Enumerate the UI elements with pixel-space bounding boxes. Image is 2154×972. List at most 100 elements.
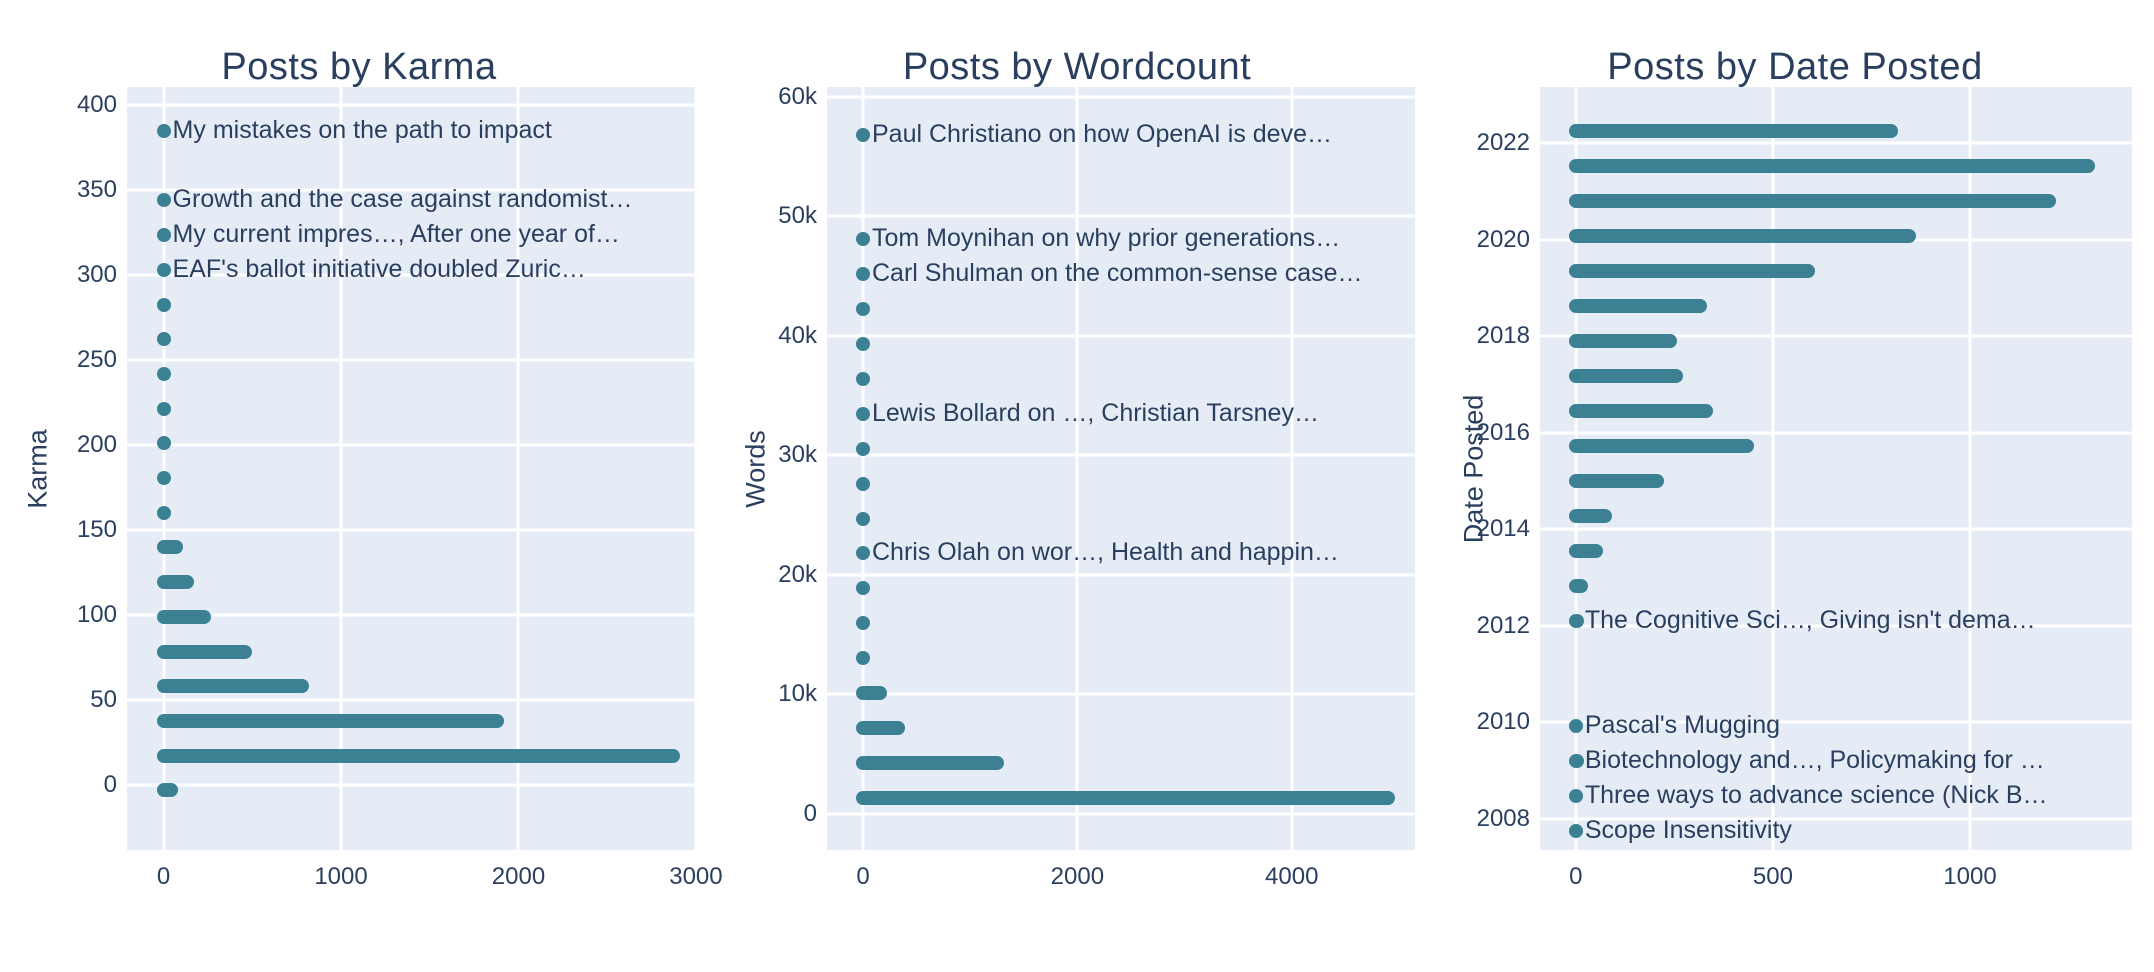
- bar[interactable]: [856, 755, 1004, 770]
- bar[interactable]: [856, 406, 871, 421]
- y-gridline: [1540, 431, 2132, 435]
- bar[interactable]: [156, 366, 171, 381]
- bar[interactable]: [1568, 403, 1713, 418]
- y-gridline: [127, 698, 697, 702]
- bar[interactable]: [156, 575, 194, 590]
- y-tick-label: 200: [76, 431, 117, 459]
- bar[interactable]: [156, 540, 183, 555]
- bar[interactable]: [1568, 193, 2056, 208]
- bar[interactable]: [856, 720, 906, 735]
- bar[interactable]: [856, 651, 871, 666]
- bar[interactable]: [156, 713, 505, 728]
- bar[interactable]: [156, 783, 178, 798]
- x-tick-label: 0: [856, 863, 870, 890]
- bar[interactable]: [1568, 439, 1755, 454]
- bar[interactable]: [1568, 369, 1684, 384]
- bar[interactable]: [856, 267, 871, 282]
- x-gridline: [162, 87, 166, 850]
- bar[interactable]: [1568, 579, 1588, 593]
- bar[interactable]: [156, 679, 309, 694]
- bar[interactable]: [1568, 613, 1584, 628]
- bar[interactable]: [156, 228, 171, 243]
- y-tick-label: 100: [76, 601, 117, 629]
- y-tick-label: 2012: [1476, 611, 1530, 639]
- x-gridline: [339, 87, 343, 850]
- chart-posts-by-wordcount: Posts by Wordcount Words Paul Christiano…: [718, 0, 1436, 972]
- y-tick-label: 2016: [1476, 418, 1530, 446]
- bar[interactable]: [1568, 788, 1584, 803]
- y-tick-label: 20k: [778, 560, 817, 588]
- y-gridline: [127, 443, 697, 447]
- bar[interactable]: [1568, 753, 1584, 768]
- point-label: Growth and the case against randomist…: [172, 185, 633, 214]
- bar[interactable]: [1568, 159, 2096, 174]
- y-gridline: [827, 214, 1415, 218]
- x-tick-label: 2000: [491, 863, 546, 890]
- point-label: Carl Shulman on the common-sense case…: [872, 259, 1363, 288]
- y-tick-label: 300: [76, 261, 117, 289]
- bar[interactable]: [156, 609, 212, 624]
- bar[interactable]: [1568, 123, 1899, 138]
- bar[interactable]: [856, 441, 871, 456]
- y-gridline: [127, 613, 697, 617]
- x-tick-label: 2000: [1050, 863, 1105, 890]
- bar[interactable]: [156, 193, 171, 208]
- bar[interactable]: [1568, 543, 1603, 558]
- point-label: My mistakes on the path to impact: [172, 115, 552, 144]
- y-tick-label: 2020: [1476, 225, 1530, 253]
- bar[interactable]: [1568, 823, 1584, 838]
- point-label: My current impres…, After one year of…: [172, 219, 620, 248]
- bar[interactable]: [156, 748, 680, 763]
- bar[interactable]: [856, 685, 888, 700]
- y-gridline: [127, 528, 697, 532]
- bar[interactable]: [1568, 229, 1916, 244]
- bar[interactable]: [156, 471, 171, 486]
- y-gridline: [127, 358, 697, 362]
- plot-area[interactable]: Paul Christiano on how OpenAI is deve… To…: [827, 87, 1415, 850]
- bar[interactable]: [1568, 473, 1664, 488]
- bar[interactable]: [1568, 299, 1707, 314]
- bar[interactable]: [856, 511, 871, 526]
- bar[interactable]: [156, 297, 171, 312]
- point-label: Pascal's Mugging: [1584, 710, 1781, 739]
- bar[interactable]: [156, 262, 171, 277]
- bar[interactable]: [156, 436, 171, 451]
- y-gridline: [127, 783, 697, 787]
- y-gridline: [1540, 720, 2132, 724]
- bar[interactable]: [856, 127, 871, 142]
- x-gridline: [1771, 87, 1775, 850]
- bar[interactable]: [156, 401, 171, 416]
- y-tick-label: 50k: [778, 202, 817, 230]
- bar[interactable]: [1568, 509, 1613, 524]
- bar[interactable]: [856, 581, 871, 596]
- bar[interactable]: [856, 337, 871, 352]
- x-tick-label: 1000: [314, 863, 368, 890]
- bar[interactable]: [856, 546, 871, 561]
- bar[interactable]: [156, 332, 171, 347]
- bar[interactable]: [156, 505, 171, 520]
- y-tick-label: 60k: [778, 82, 817, 110]
- bar[interactable]: [856, 616, 871, 631]
- bar[interactable]: [856, 790, 1396, 805]
- y-tick-label: 2022: [1476, 128, 1530, 156]
- bar[interactable]: [856, 302, 871, 317]
- y-gridline: [827, 95, 1415, 98]
- plot-area[interactable]: The Cognitive Sci…, Giving isn't dema… Pa…: [1540, 87, 2132, 850]
- y-tick-label: 50: [90, 686, 117, 714]
- bar[interactable]: [1568, 333, 1678, 348]
- bar[interactable]: [856, 371, 871, 386]
- bar[interactable]: [1568, 718, 1584, 733]
- chart-title: Posts by Karma: [221, 45, 497, 88]
- y-tick-label: 2014: [1476, 515, 1530, 543]
- bar[interactable]: [156, 644, 253, 659]
- bar[interactable]: [156, 124, 171, 139]
- point-label: Chris Olah on wor…, Health and happin…: [872, 538, 1339, 567]
- point-label: Paul Christiano on how OpenAI is deve…: [872, 119, 1332, 148]
- bar[interactable]: [1568, 263, 1816, 278]
- bar[interactable]: [856, 232, 871, 247]
- bar[interactable]: [856, 476, 871, 491]
- x-tick-label: 4000: [1265, 863, 1319, 890]
- plot-area[interactable]: My mistakes on the path to impact Growth …: [127, 87, 698, 850]
- y-tick-label: 40k: [778, 321, 817, 349]
